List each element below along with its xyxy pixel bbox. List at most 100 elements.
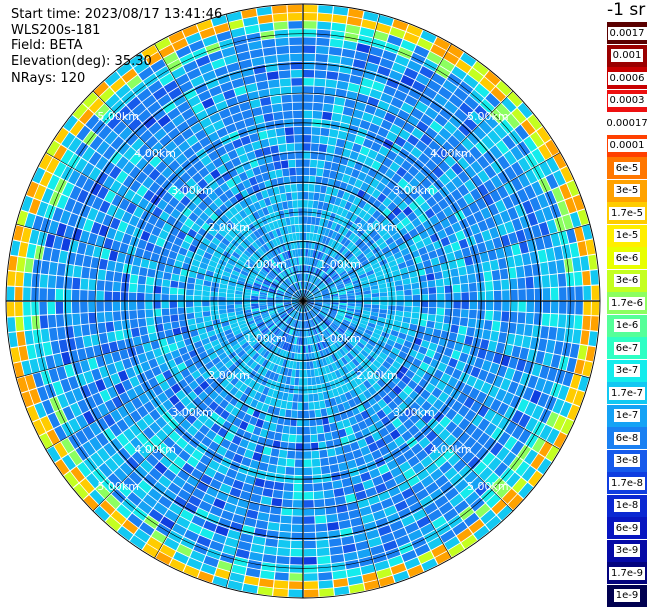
range-labels: 1.00km 1.00km 1.00km 1.00km 2.00km 2.00km 2.00… — [97, 110, 508, 493]
legend-swatch: 1.7e-8 — [607, 472, 647, 494]
legend-label: 6e-5 — [613, 161, 641, 175]
range-ring-label: 4.00km — [430, 147, 472, 160]
legend-swatch: 6e-6 — [607, 247, 647, 269]
legend-swatch: 1.7e-6 — [607, 292, 647, 314]
azimuth-spoke — [302, 300, 590, 379]
legend-label: 1e-8 — [613, 499, 641, 512]
range-grid — [5, 3, 601, 599]
azimuth-spoke — [45, 300, 304, 450]
azimuth-spoke — [302, 300, 561, 450]
legend-label: 3e-5 — [613, 184, 641, 197]
range-ring-label: 1.00km — [245, 258, 287, 271]
legend-swatch: 3e-8 — [607, 449, 647, 472]
legend-swatch: 6e-7 — [607, 337, 647, 359]
range-ring-label: 1.00km — [245, 332, 287, 345]
legend-swatch: 1e-5 — [607, 224, 647, 247]
legend-swatch: 1.7e-5 — [607, 202, 647, 224]
legend-label: 1e-6 — [613, 319, 641, 332]
device-label: WLS200s-181 — [11, 23, 101, 38]
legend-swatch: 6e-9 — [607, 517, 647, 539]
azimuth-spoke — [154, 300, 304, 559]
range-ring-label: 4.00km — [430, 443, 472, 456]
azimuth-spoke — [16, 300, 304, 379]
range-ring-label: 5.00km — [97, 110, 139, 123]
legend-swatch: 1.7e-9 — [607, 562, 647, 584]
range-ring-label: 2.00km — [208, 221, 250, 234]
range-ring-label: 4.00km — [134, 443, 176, 456]
legend-swatch: 0.0001 — [607, 134, 647, 157]
range-ring-label: 2.00km — [208, 369, 250, 382]
range-ring-label: 3.00km — [393, 406, 435, 419]
legend-label: 3e-7 — [613, 364, 641, 377]
legend-label: 6e-7 — [613, 341, 641, 355]
backscatter-gate-group — [47, 37, 566, 562]
azimuth-spoke — [302, 152, 561, 302]
legend-label: 1e-5 — [613, 229, 641, 242]
azimuth-spoke — [302, 300, 452, 559]
azimuth-spoke — [302, 43, 452, 302]
legend-swatch: 1e-8 — [607, 494, 647, 517]
legend-swatch: 0.001 — [607, 44, 647, 67]
legend-label: 1.7e-8 — [608, 476, 646, 490]
legend-label: 0.00017 — [604, 116, 647, 130]
start-time-label: Start time: 2023/08/17 13:41:46 — [11, 7, 223, 22]
legend-swatch: 1e-7 — [607, 404, 647, 427]
azimuth-spoke — [154, 43, 304, 302]
legend-label: 3e-8 — [613, 454, 641, 467]
legend-label: 1e-7 — [613, 409, 641, 422]
range-ring-label: 3.00km — [171, 184, 213, 197]
field-label: Field: BETA — [11, 38, 83, 53]
range-ring-label: 5.00km — [97, 480, 139, 493]
legend-unit-title: -1 sr — [607, 0, 646, 20]
legend-label: 3e-6 — [613, 274, 641, 287]
azimuth-spoke — [302, 223, 590, 302]
legend-swatch: 1e-6 — [607, 314, 647, 337]
legend-swatch: 0.0003 — [607, 89, 647, 112]
azimuth-spoke — [302, 300, 514, 512]
range-ring-label: 2.00km — [356, 221, 398, 234]
azimuth-spoke — [225, 300, 304, 588]
legend-swatch: 6e-8 — [607, 427, 647, 449]
range-ring-label: 3.00km — [171, 406, 213, 419]
azimuth-spoke — [16, 223, 304, 302]
legend-swatch: 6e-5 — [607, 157, 647, 179]
nrays-label: NRays: 120 — [11, 71, 86, 86]
legend-label: 1e-9 — [613, 589, 641, 602]
legend-label: 1.7e-9 — [608, 566, 646, 580]
azimuth-spoke — [302, 14, 381, 302]
range-ring-label: 1.00km — [319, 258, 361, 271]
legend-label: 1.7e-6 — [608, 296, 646, 310]
range-ring-label: 1.00km — [319, 332, 361, 345]
azimuth-spoke — [302, 90, 514, 302]
azimuth-spoke — [302, 300, 381, 588]
range-ring-label: 5.00km — [467, 480, 509, 493]
legend-swatch: 3e-6 — [607, 269, 647, 292]
legend-label: 0.0001 — [607, 139, 647, 152]
legend-swatch: 0.0017 — [607, 22, 647, 44]
legend-label: 0.0003 — [607, 94, 647, 107]
legend-label: 6e-8 — [613, 431, 641, 445]
legend-swatch: 0.0006 — [607, 67, 647, 89]
range-ring-label: 2.00km — [356, 369, 398, 382]
elevation-label: Elevation(deg): 35.30 — [11, 54, 152, 69]
range-ring-label: 5.00km — [467, 110, 509, 123]
azimuth-spoke — [92, 300, 304, 512]
legend-label: 6e-9 — [613, 521, 641, 535]
legend-label: 1.7e-5 — [608, 206, 646, 220]
range-ring-label: 3.00km — [393, 184, 435, 197]
legend-swatch: 1.7e-7 — [607, 382, 647, 404]
legend-swatch: 3e-5 — [607, 179, 647, 202]
legend-label: 0.001 — [610, 49, 644, 62]
legend-swatch: 1e-9 — [607, 584, 647, 607]
azimuth-spoke — [92, 90, 304, 302]
legend-swatch: 3e-9 — [607, 539, 647, 562]
legend-label: 0.0017 — [607, 26, 647, 40]
legend-label: 0.0006 — [607, 71, 647, 85]
legend-swatch: 0.00017 — [604, 112, 647, 134]
legend-label: 1.7e-7 — [608, 386, 646, 400]
legend-label: 3e-9 — [613, 544, 641, 557]
range-ring-label: 4.00km — [134, 147, 176, 160]
legend-swatch: 3e-7 — [607, 359, 647, 382]
azimuth-spoke — [45, 152, 304, 302]
